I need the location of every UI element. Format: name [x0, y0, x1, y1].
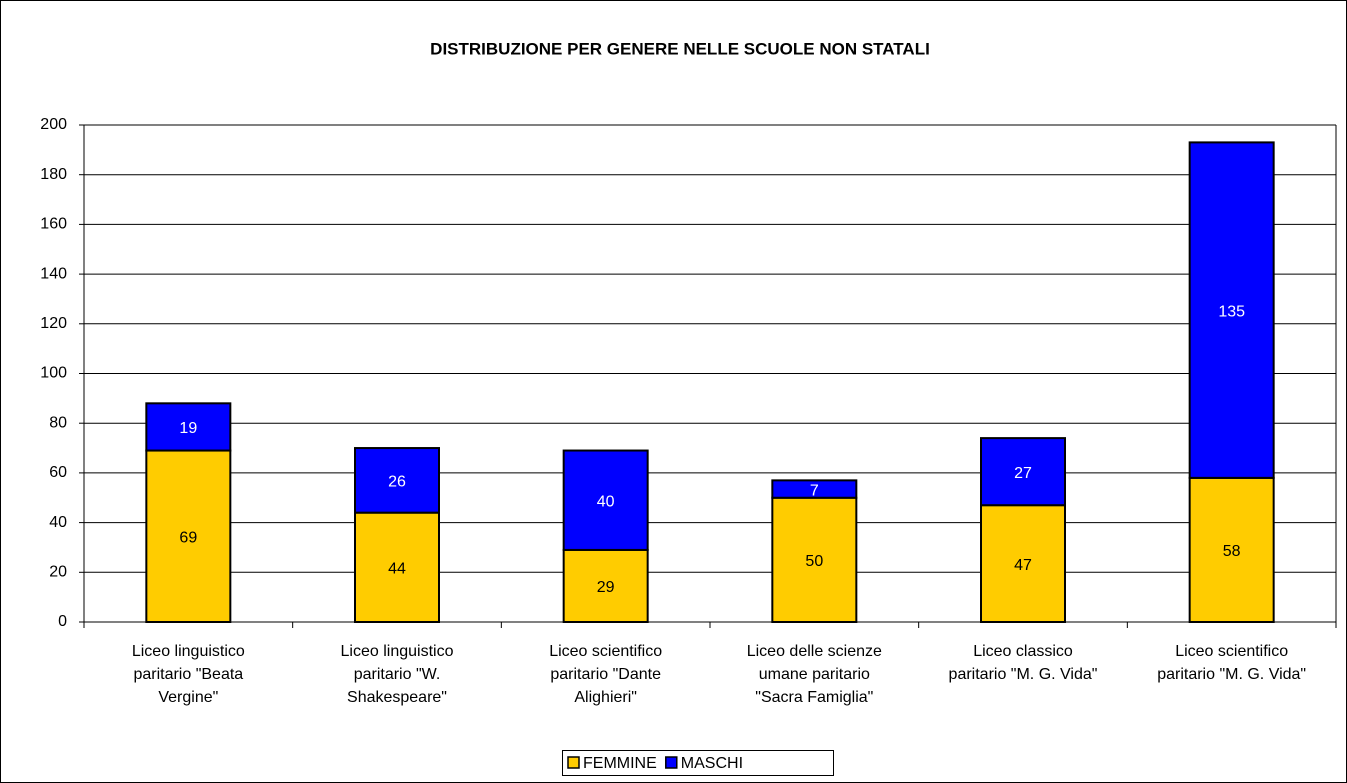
data-label: 27 [1014, 465, 1032, 482]
legend-swatch [567, 756, 580, 769]
x-tick-label: Liceo classico paritario "M. G. Vida" [949, 643, 1098, 683]
legend-label: FEMMINE [583, 755, 657, 772]
data-label: 58 [1223, 543, 1241, 560]
y-tick-label: 120 [40, 315, 67, 332]
y-tick-label: 80 [49, 414, 67, 431]
bar-segment [771, 496, 858, 623]
bar-segment [562, 449, 649, 551]
y-tick-label: 180 [40, 166, 67, 183]
x-tick-label: Liceo linguistico paritario "Beata Vergine… [132, 643, 245, 706]
data-label: 50 [805, 553, 823, 570]
legend-swatch [665, 756, 678, 769]
data-label: 26 [388, 474, 406, 491]
data-label: 44 [388, 561, 406, 578]
bar-segment [354, 447, 440, 514]
data-label: 69 [179, 529, 197, 546]
legend-label: MASCHI [681, 755, 743, 772]
data-label: 47 [1014, 557, 1032, 574]
y-tick-label: 40 [49, 514, 67, 531]
chart-title: DISTRIBUZIONE PER GENERE NELLE SCUOLE NO… [430, 39, 930, 58]
bar-segment [1188, 476, 1275, 623]
y-tick-label: 20 [49, 564, 67, 581]
data-label: 19 [179, 420, 197, 437]
y-tick-label: 100 [40, 365, 67, 382]
bar-segment [771, 479, 858, 499]
y-tick-label: 160 [40, 216, 67, 233]
bar-segment [980, 504, 1066, 623]
x-tick-label: Liceo scientifico paritario "M. G. Vida" [1157, 643, 1306, 683]
x-tick-label: Liceo delle scienze umane paritario "Sacra… [747, 643, 882, 706]
y-tick-label: 0 [58, 613, 67, 630]
data-label: 29 [597, 579, 615, 596]
data-label: 135 [1218, 303, 1245, 320]
y-tick-label: 200 [40, 116, 67, 133]
y-tick-label: 140 [40, 265, 67, 282]
y-tick-label: 60 [49, 464, 67, 481]
bar-segment [980, 437, 1066, 507]
data-label: 7 [810, 482, 819, 499]
x-tick-label: Liceo scientifico paritario "Dante Alighie… [549, 643, 662, 706]
data-label: 40 [597, 493, 615, 510]
bar-segment [1188, 141, 1275, 479]
legend-box [562, 750, 834, 776]
bar-segment [145, 402, 232, 452]
x-tick-label: Liceo linguistico paritario "W. Shakespear… [341, 643, 454, 706]
